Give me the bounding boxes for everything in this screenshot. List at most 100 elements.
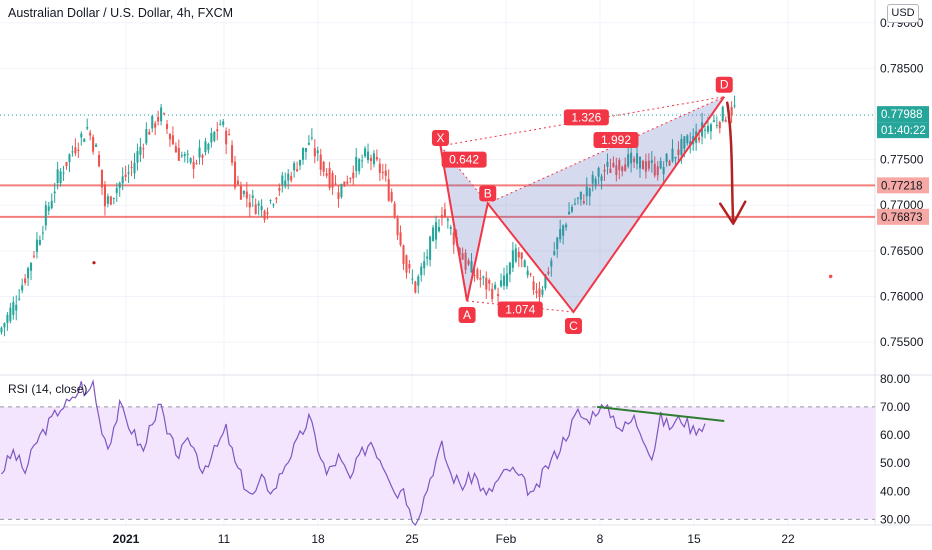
- candle-body: [65, 161, 68, 167]
- candle-body: [352, 172, 355, 179]
- rsi-line: [1, 378, 706, 527]
- ratio-label-xb: 0.642: [449, 153, 479, 167]
- ratio-label-xb-box: [441, 151, 487, 168]
- candle-body: [53, 191, 56, 194]
- candle-body: [121, 176, 124, 184]
- pattern-point-b-box: [479, 185, 497, 202]
- candle-body: [434, 222, 438, 240]
- candle-body: [491, 288, 494, 300]
- candle-body: [92, 136, 95, 152]
- candle-body: [674, 156, 677, 159]
- candle-body: [257, 203, 260, 206]
- rsi-axis-label: 50.00: [880, 456, 910, 470]
- candle-body: [21, 285, 24, 291]
- candle-body: [233, 161, 237, 188]
- candle-body: [591, 174, 594, 184]
- candle-body: [316, 150, 319, 154]
- candle-body: [213, 131, 216, 141]
- countdown-tag-bg: [877, 122, 929, 139]
- candle-body: [464, 252, 467, 271]
- candle-body: [683, 136, 686, 149]
- candle-body: [290, 176, 293, 181]
- candle-body: [562, 225, 565, 236]
- candle-body: [647, 160, 650, 169]
- candle-body: [538, 288, 541, 298]
- candle-body: [201, 155, 204, 158]
- time-axis-label: 8: [597, 532, 604, 546]
- pattern-point-b: B: [484, 186, 492, 200]
- candle-body: [405, 255, 408, 273]
- candle-body: [718, 122, 721, 129]
- candle-body: [163, 113, 166, 115]
- candle-body: [582, 201, 585, 204]
- candle-body: [293, 163, 296, 171]
- candle-body: [44, 205, 47, 226]
- candle-body: [417, 276, 420, 286]
- last-price-tag: 0.77988: [881, 109, 923, 121]
- candle-body: [254, 204, 257, 214]
- candle-body: [287, 173, 290, 181]
- candle-body: [340, 183, 343, 197]
- candle-body: [248, 202, 251, 208]
- candle-body: [47, 206, 50, 211]
- rsi-axis-label: 80.00: [880, 372, 910, 386]
- candle-body: [514, 248, 517, 262]
- candle-body: [168, 133, 172, 140]
- candle-body: [443, 209, 446, 218]
- candle-body: [724, 119, 727, 122]
- currency-button[interactable]: USD: [887, 4, 919, 23]
- time-axis-label: 15: [687, 532, 701, 546]
- candle-body: [136, 151, 139, 163]
- candle-body: [80, 133, 83, 138]
- time-axis-label: Feb: [496, 532, 517, 546]
- candle-body: [174, 146, 177, 153]
- candle-body: [426, 256, 429, 259]
- candle-body: [597, 167, 600, 177]
- ratio-label-xd: 1.326: [571, 110, 601, 124]
- candle-body: [414, 281, 417, 293]
- candle-body: [366, 151, 370, 161]
- candle-body: [467, 260, 470, 265]
- candle-body: [195, 163, 198, 165]
- candle-body: [310, 137, 313, 139]
- rsi-legend: RSI (14, close): [8, 382, 88, 396]
- candle-body: [15, 304, 18, 311]
- candle-body: [721, 106, 724, 121]
- price-axis-label: 0.76000: [880, 289, 924, 303]
- candle-body: [349, 178, 352, 180]
- candle-body: [594, 178, 597, 186]
- candle-body: [511, 250, 514, 268]
- candle-body: [95, 144, 98, 147]
- projection-arrow-head: [718, 200, 747, 225]
- pattern-point-a-box: [458, 307, 476, 324]
- candle-body: [186, 153, 189, 155]
- candle-body: [636, 153, 639, 164]
- rsi-axis-label: 40.00: [880, 484, 910, 498]
- candle-body: [452, 232, 455, 245]
- pattern-point-c-box: [564, 317, 582, 334]
- candle-body: [550, 260, 553, 267]
- candle-body: [24, 278, 27, 284]
- candle-body: [165, 124, 169, 129]
- ratio-label-bd-box: [593, 132, 639, 149]
- projection-arrow-shaft: [725, 101, 735, 224]
- price-axis-label: 0.76500: [880, 244, 924, 258]
- candle-body: [50, 200, 53, 209]
- pattern-ratio-line: [440, 96, 725, 147]
- candle-body: [677, 149, 680, 156]
- rsi-divergence-line: [597, 405, 725, 422]
- candle-body: [656, 166, 659, 176]
- candle-body: [497, 294, 500, 297]
- candle-body: [115, 188, 118, 193]
- candle-body: [322, 161, 325, 172]
- candle-body: [272, 204, 275, 206]
- candle-body: [668, 160, 671, 166]
- candle-body: [624, 164, 627, 172]
- candle-body: [576, 197, 579, 199]
- candle-body: [387, 179, 390, 201]
- candle-body: [313, 148, 316, 157]
- rsi-axis-label: 60.00: [880, 428, 910, 442]
- candle-body: [263, 210, 266, 220]
- candle-body: [627, 154, 630, 167]
